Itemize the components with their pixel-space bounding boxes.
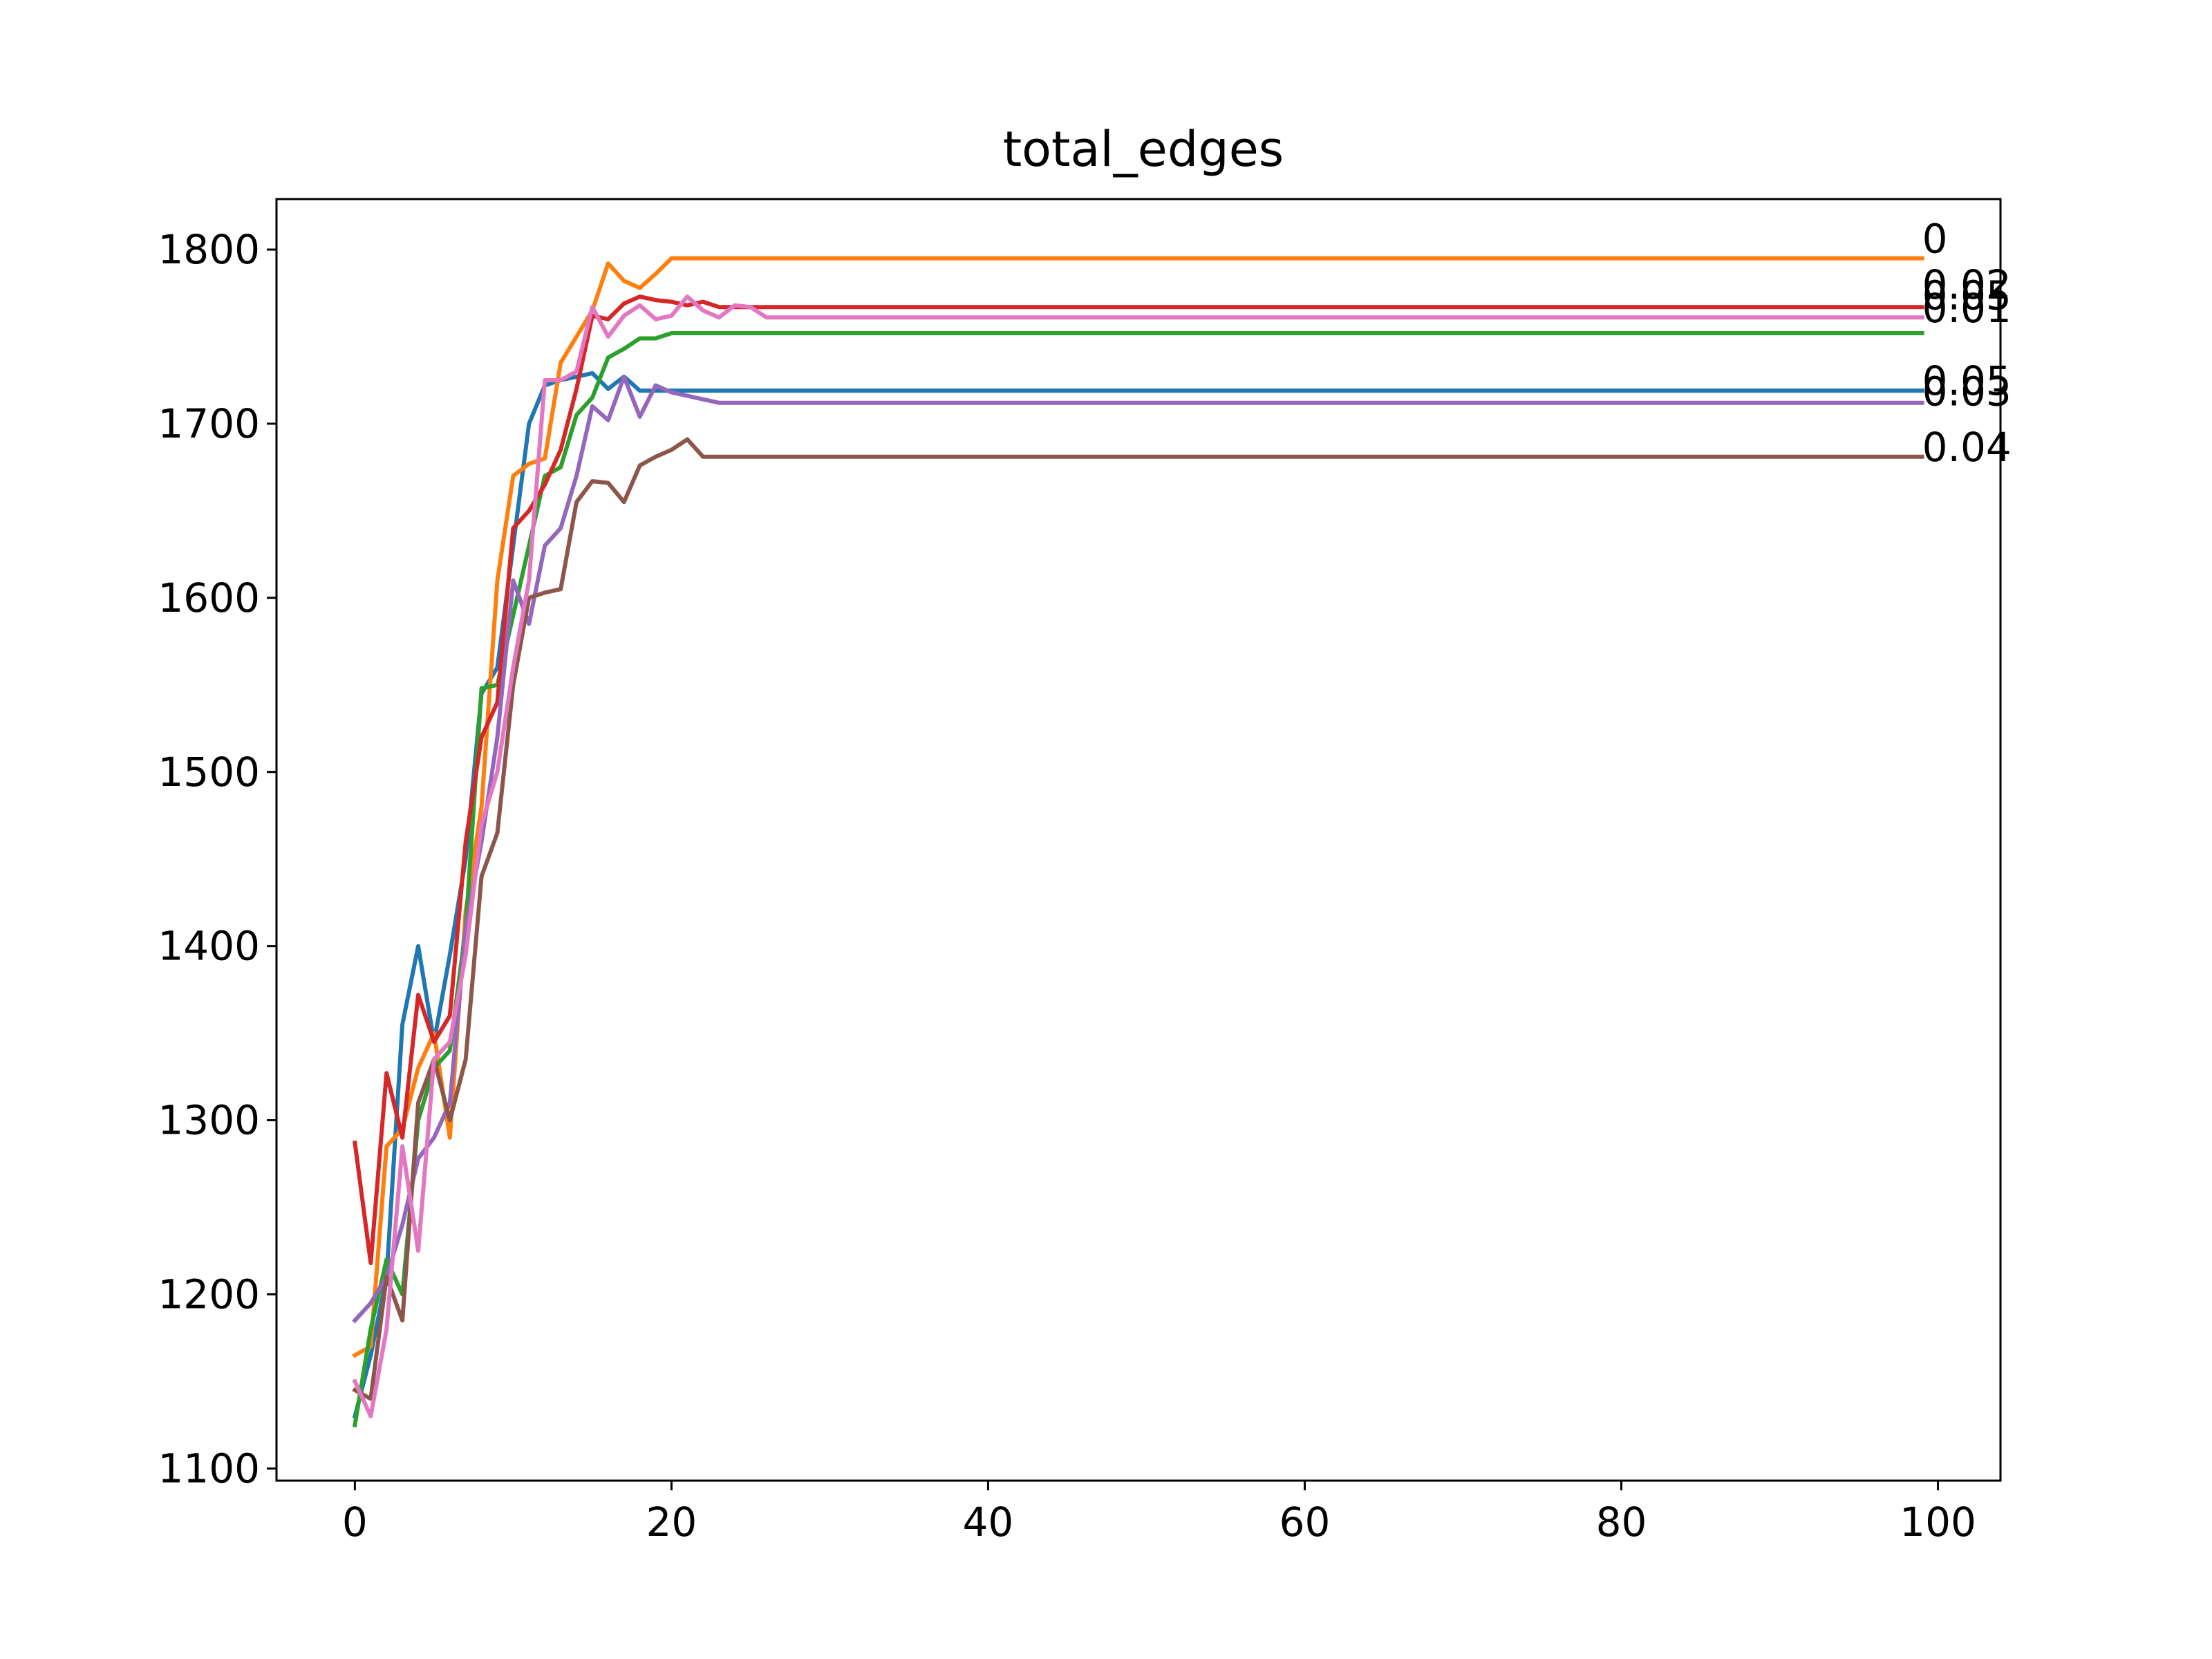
series-layer <box>352 256 1924 1427</box>
series-end-label: 0.05 <box>1922 272 2012 319</box>
x-tick-label: 60 <box>1280 1499 1331 1546</box>
y-tick-label: 1200 <box>158 1271 260 1318</box>
series-end-label: 0.01 <box>1922 285 2012 332</box>
y-tick-label: 1400 <box>158 923 260 970</box>
series-end-label: 0.02 <box>1922 261 2012 308</box>
series-line-1 <box>352 256 1924 1358</box>
y-tick-label: 1300 <box>158 1097 260 1144</box>
series-line-5 <box>352 437 1924 1401</box>
plot-area-frame <box>275 198 2002 1482</box>
y-axis: 1100 1200 1300 1400 1500 1600 1700 1800 <box>158 226 276 1492</box>
x-tick-label: 80 <box>1596 1499 1647 1546</box>
series-end-labels: 00.020.050.010.050.030.04 <box>1922 216 2012 471</box>
x-tick-label: 20 <box>646 1499 697 1546</box>
x-tick-label: 0 <box>342 1499 368 1546</box>
series-line-6 <box>352 294 1924 1418</box>
x-axis: 0 20 40 60 80 100 <box>342 1481 1976 1546</box>
series-end-label: 0.05 <box>1922 357 2012 404</box>
series-line-3 <box>353 294 1924 1266</box>
series-line-0 <box>352 371 1924 1419</box>
y-tick-label: 1500 <box>158 749 260 796</box>
x-tick-label: 100 <box>1900 1499 1976 1546</box>
series-line-4 <box>352 374 1924 1324</box>
series-end-label: 0.03 <box>1922 368 2012 415</box>
y-tick-label: 1100 <box>158 1445 260 1492</box>
x-tick-label: 40 <box>963 1499 1014 1546</box>
series-end-label: 0.04 <box>1922 424 2012 471</box>
y-tick-label: 1600 <box>158 574 260 621</box>
y-tick-label: 1800 <box>158 226 260 273</box>
y-tick-label: 1700 <box>158 400 260 447</box>
chart-title: total_edges <box>1003 121 1284 178</box>
series-end-label: 0 <box>1922 216 1948 263</box>
